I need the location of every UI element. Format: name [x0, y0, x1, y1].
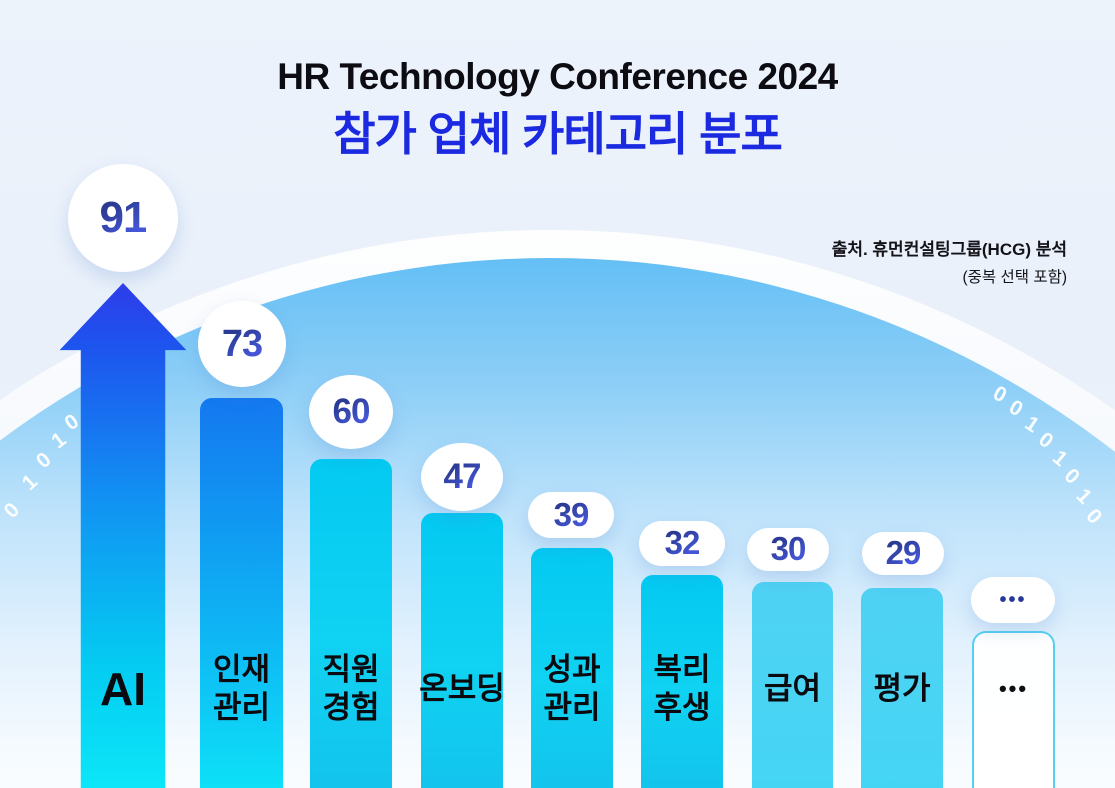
value-label: 30 [770, 530, 807, 567]
value-badge: ••• [971, 577, 1055, 623]
value-badge: 39 [528, 492, 614, 538]
page-subtitle: 참가 업체 카테고리 분포 [333, 107, 783, 160]
bar-label: 직원 경험 [281, 645, 421, 733]
bar-label-line: 온보딩 [419, 671, 505, 707]
value-badge: 60 [309, 375, 393, 449]
value-label: 29 [885, 534, 922, 571]
bar-label: ••• [944, 645, 1084, 733]
value-label: 39 [553, 496, 590, 533]
title-block: HR Technology Conference 2024 참가 업체 카테고리… [0, 56, 1115, 160]
page-title: HR Technology Conference 2024 [277, 56, 838, 97]
value-label: 73 [221, 322, 263, 365]
source-note-detail: (중복 선택 포함) [962, 269, 1068, 287]
bar-label-line: 관리 [212, 690, 271, 725]
value-badge: 91 [68, 164, 178, 272]
bar-label-line: 직원 [322, 652, 380, 688]
bar-label: 인재 관리 [172, 645, 312, 733]
bar-인재 관리 [200, 398, 283, 788]
bar-label: 복리 후생 [612, 645, 752, 733]
value-label: 47 [443, 457, 482, 496]
bar-label-line: 후생 [653, 690, 711, 725]
bar-label-line: 인재 [212, 652, 271, 688]
bar-직원 경험 [310, 459, 392, 788]
bar-label-line: ••• [998, 675, 1029, 701]
bar-label: 급여 [723, 645, 863, 733]
source-note: 출처. 휴먼컨설팅그룹(HCG) 분석 (중복 선택 포함) [832, 240, 1067, 288]
source-text: 출처. 휴먼컨설팅그룹(HCG) 분석 [831, 240, 1067, 259]
value-badge: 30 [747, 527, 829, 571]
bar-label: 온보딩 [392, 645, 532, 733]
bar-label: 성과 관리 [502, 645, 642, 733]
bar-급여 [752, 582, 833, 788]
bar-label-line: 관리 [543, 690, 601, 725]
value-badge: 73 [198, 301, 286, 387]
bar-label-line: 복리 [653, 652, 711, 688]
value-label: 91 [99, 193, 148, 242]
bar-label-line: 평가 [873, 671, 931, 707]
bar-온보딩 [421, 513, 503, 788]
bar-평가 [861, 588, 943, 788]
value-badge: 32 [639, 520, 725, 566]
value-badge: 47 [421, 443, 503, 511]
bar-label-line: 성과 [543, 652, 601, 688]
bar-label: 평가 [832, 645, 972, 733]
bar-성과 관리 [531, 548, 613, 788]
value-label: 32 [664, 524, 701, 561]
value-label: 60 [332, 392, 371, 431]
bar-label: AI [53, 645, 193, 733]
bar-label-line: 급여 [763, 671, 822, 707]
value-badge: 29 [862, 531, 944, 575]
bar-복리 후생 [641, 575, 723, 788]
more-categories-dots: ••• [999, 589, 1027, 611]
bar-label-line: AI [100, 662, 146, 715]
bar-기타(…) [972, 631, 1055, 788]
bar-label-line: 경험 [322, 690, 380, 725]
